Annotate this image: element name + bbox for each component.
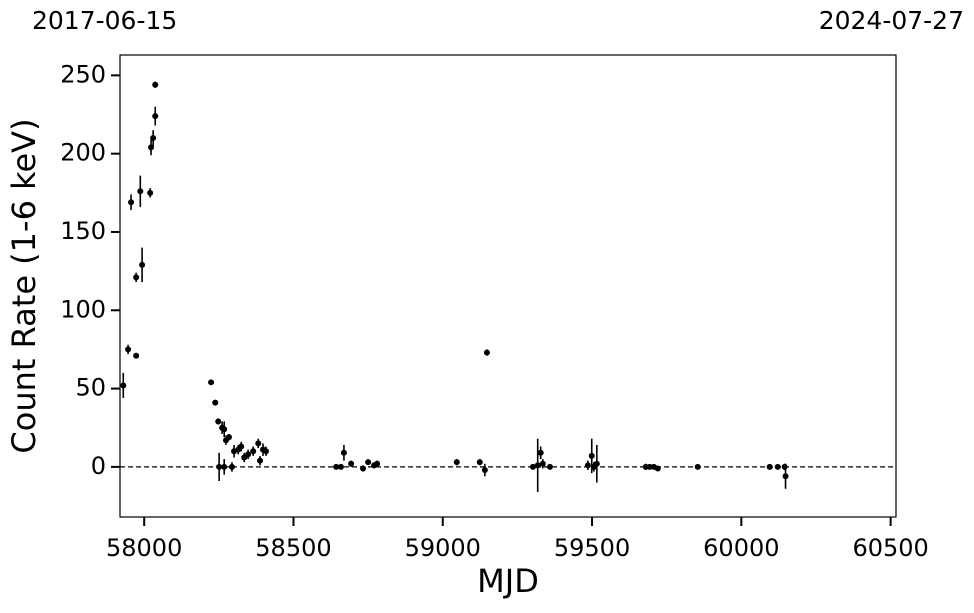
data-point [128,199,135,206]
data-point [250,448,257,455]
data-point [150,135,157,142]
y-tick-label: 200 [60,139,106,167]
end-date: 2024-07-27 [819,6,964,35]
x-tick-label: 58000 [106,534,182,562]
data-point [588,452,595,459]
data-point [148,144,155,151]
data-point [766,463,773,470]
data-point [337,463,344,470]
data-point [584,462,591,469]
data-point [152,81,159,88]
data-point [255,440,262,447]
data-point [340,449,347,456]
data-point [593,460,600,467]
y-tick-label: 50 [75,374,106,402]
data-point [245,451,252,458]
y-tick-label: 150 [60,217,106,245]
data-point [481,467,488,474]
data-point [546,463,553,470]
x-tick-label: 58500 [255,534,331,562]
x-tick-label: 60000 [703,534,779,562]
data-point [360,465,367,472]
data-point [133,274,140,281]
data-point [228,463,235,470]
y-tick-label: 100 [60,295,106,323]
data-point [257,457,264,464]
data-point [781,463,788,470]
data-point [215,418,222,425]
data-point [152,113,159,120]
data-point [216,463,223,470]
data-point [782,473,789,480]
data-point [120,382,127,389]
y-tick-label: 250 [60,60,106,88]
data-point [476,459,483,466]
data-point [654,465,661,472]
x-tick-label: 59500 [554,534,630,562]
data-point [221,463,228,470]
data-point [133,352,140,359]
plot-frame [119,54,897,518]
x-axis-label: MJD [477,562,539,600]
data-point [263,448,270,455]
data-point [147,189,154,196]
data-point [453,459,460,466]
data-point [537,449,544,456]
data-point [221,426,228,433]
data-point [125,346,132,353]
x-tick-label: 59000 [405,534,481,562]
data-point [139,261,146,268]
data-point [529,463,536,470]
data-point [212,399,219,406]
data-point [534,462,541,469]
start-date: 2017-06-15 [32,6,177,35]
data-point [348,460,355,467]
data-point [483,349,490,356]
data-point [694,463,701,470]
data-point [374,460,381,467]
y-axis-label: Count Rate (1-6 keV) [5,118,43,453]
data-point [137,188,144,195]
x-tick-label: 60500 [852,534,928,562]
data-point [646,463,653,470]
y-tick-label: 0 [91,452,106,480]
data-point [208,379,215,386]
data-point [225,434,232,441]
data-point [539,460,546,467]
data-point [774,463,781,470]
data-point [365,459,372,466]
data-point [333,463,340,470]
data-point [238,443,245,450]
